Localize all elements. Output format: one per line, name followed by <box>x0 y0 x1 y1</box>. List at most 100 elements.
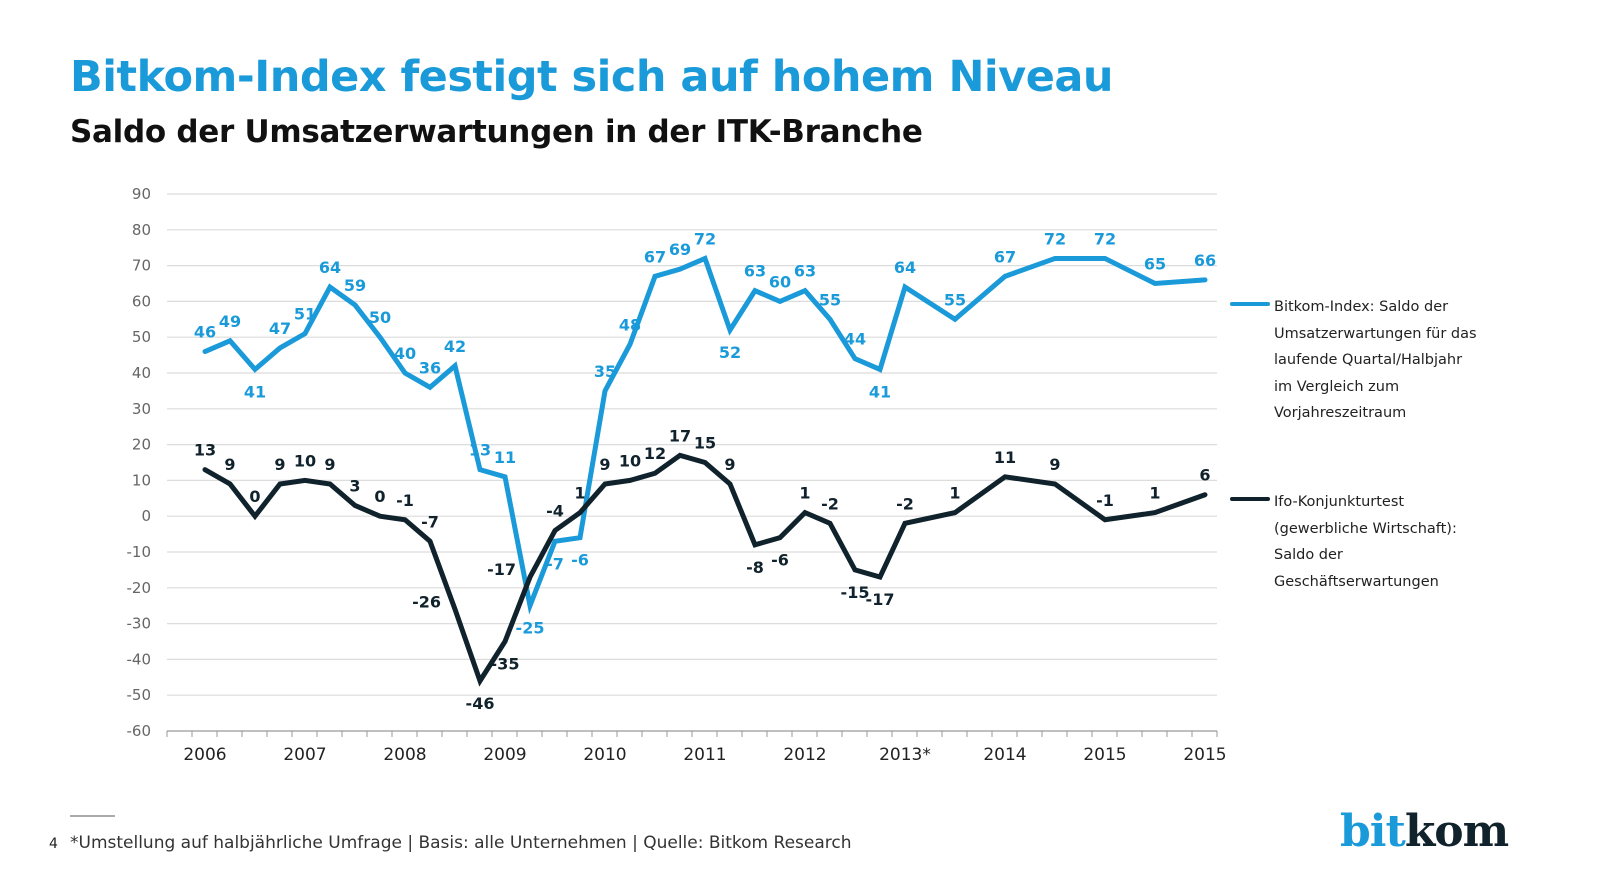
data-label: 9 <box>324 455 335 474</box>
data-label: 55 <box>944 290 966 309</box>
data-label: 10 <box>294 451 316 470</box>
x-tick-label: 2015 <box>1183 745 1226 765</box>
logo-part-kom: kom <box>1404 806 1509 857</box>
legend-item-ifo: Ifo-Konjunkturtest (gewerbliche Wirtscha… <box>1230 489 1504 595</box>
legend-line: im Vergleich zum <box>1274 378 1400 395</box>
y-tick-label: 0 <box>141 507 151 525</box>
data-label: -2 <box>821 494 839 513</box>
data-label: 9 <box>724 455 735 474</box>
x-tick-label: 2014 <box>983 745 1026 765</box>
data-label: 9 <box>224 455 235 474</box>
x-tick-label: 2015 <box>1083 745 1126 765</box>
y-tick-label: -30 <box>127 615 152 633</box>
y-tick-label: 40 <box>132 364 151 382</box>
data-label: 67 <box>644 247 666 266</box>
x-tick-label: 2009 <box>483 745 526 765</box>
data-label: -6 <box>771 551 789 570</box>
page-subtitle: Saldo der Umsatzerwartungen in der ITK-B… <box>70 114 923 150</box>
y-axis: 90 80 70 60 50 40 30 20 10 0 -10 -20 -30 -40 -50 -60 <box>127 185 152 740</box>
legend-item-bitkom-index: Bitkom-Index: Saldo der Umsatzerwartunge… <box>1230 294 1504 427</box>
data-label: 0 <box>249 487 260 506</box>
data-label: -17 <box>487 560 516 579</box>
data-label: -4 <box>546 502 564 521</box>
data-label: 12 <box>644 444 666 463</box>
data-label: 0 <box>374 487 385 506</box>
data-label: 72 <box>694 229 716 248</box>
page-number: 4 <box>49 836 58 852</box>
legend-swatch-bitkom <box>1230 302 1270 306</box>
data-label: 41 <box>869 382 891 401</box>
logo-part-bit: bit <box>1340 806 1406 857</box>
data-label: -7 <box>421 512 439 531</box>
data-label: 49 <box>219 312 241 331</box>
data-label: 51 <box>294 305 316 324</box>
data-label: 65 <box>1144 255 1166 274</box>
y-tick-label: 90 <box>132 185 151 203</box>
data-label: -35 <box>491 655 520 674</box>
data-label: 64 <box>894 258 916 277</box>
x-tick-label: 2010 <box>583 745 626 765</box>
data-label: 1 <box>799 484 810 503</box>
footnote: *Umstellung auf halbjährliche Umfrage | … <box>70 833 852 853</box>
y-tick-label: -60 <box>127 722 152 740</box>
data-label: 64 <box>319 258 341 277</box>
data-label: 35 <box>594 362 616 381</box>
x-tick-label: 2006 <box>183 745 226 765</box>
y-tick-label: 20 <box>132 436 151 454</box>
data-label: 40 <box>394 344 416 363</box>
data-label: 13 <box>469 441 491 460</box>
data-label: -2 <box>896 494 914 513</box>
data-label: 10 <box>619 451 641 470</box>
footer-divider <box>70 815 115 817</box>
data-label: 36 <box>419 358 441 377</box>
series-line-bitkom <box>202 255 1208 615</box>
x-axis: 2006 2007 2008 2009 2010 2011 2012 2013* 2014 201… <box>166 730 1227 765</box>
data-label: 72 <box>1094 229 1116 248</box>
legend-line: Umsatzerwartungen für das <box>1274 325 1477 342</box>
data-label: -1 <box>1096 491 1114 510</box>
data-label: 50 <box>369 308 391 327</box>
data-label: 67 <box>994 247 1016 266</box>
data-label: 9 <box>1049 455 1060 474</box>
data-label: -25 <box>516 619 545 638</box>
data-label: -8 <box>746 558 764 577</box>
y-tick-label: 60 <box>132 292 151 310</box>
bitkom-logo: bitkom <box>1340 806 1509 857</box>
data-label: 9 <box>274 455 285 474</box>
data-label: 63 <box>794 262 816 281</box>
y-tick-label: -50 <box>127 686 152 704</box>
legend-line: Bitkom-Index: Saldo der <box>1274 299 1449 315</box>
data-label: -15 <box>841 583 870 602</box>
x-tick-label: 2011 <box>683 745 726 765</box>
legend-line: laufende Quartal/Halbjahr <box>1274 352 1463 368</box>
data-label: 41 <box>244 382 266 401</box>
data-label: 42 <box>444 337 466 356</box>
data-label: 66 <box>1194 251 1216 270</box>
legend-line: Geschäftserwartungen <box>1274 573 1439 590</box>
y-tick-label: 30 <box>132 400 151 418</box>
data-label: 6 <box>1199 466 1210 485</box>
data-label: -26 <box>412 592 441 611</box>
data-label: 13 <box>194 441 216 460</box>
y-tick-label: -10 <box>127 543 152 561</box>
x-tick-label: 2012 <box>783 745 826 765</box>
data-label: 60 <box>769 272 791 291</box>
x-tick-label: 2007 <box>283 745 326 765</box>
data-label: 11 <box>994 448 1016 467</box>
series-lines <box>202 255 1208 687</box>
y-tick-label: 10 <box>132 471 151 489</box>
legend-line: Saldo der <box>1274 547 1343 563</box>
page-title: Bitkom-Index festigt sich auf hohem Nive… <box>70 52 1114 102</box>
data-label: 47 <box>269 319 291 338</box>
data-label: 59 <box>344 276 366 295</box>
legend-swatch-ifo <box>1230 497 1270 501</box>
data-label: 69 <box>669 240 691 259</box>
data-label: 44 <box>844 330 866 349</box>
data-label: 3 <box>349 476 360 495</box>
y-tick-label: -40 <box>127 650 152 668</box>
data-label: 9 <box>599 455 610 474</box>
gridlines <box>167 193 1217 696</box>
data-label: 1 <box>1149 484 1160 503</box>
data-label: -1 <box>396 491 414 510</box>
